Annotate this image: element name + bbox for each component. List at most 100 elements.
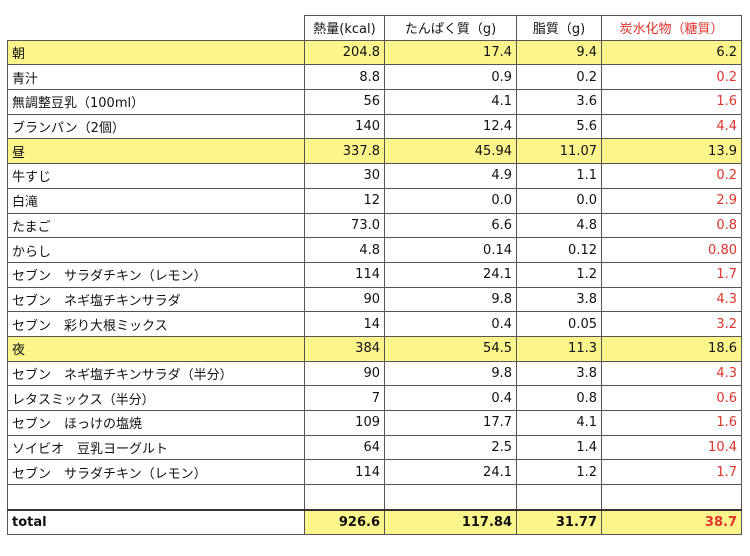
carbs-cell[interactable]: 1.7 [601, 459, 742, 486]
row-label-cell[interactable]: 朝 [7, 39, 305, 66]
row-label-cell[interactable]: 青汁 [7, 64, 305, 91]
carbs-cell[interactable]: 0.8 [601, 212, 742, 239]
calories-cell[interactable]: 109 [304, 410, 385, 436]
row-label-cell[interactable]: セブン ネギ塩チキンサラダ（半分） [7, 360, 305, 387]
protein-cell[interactable]: 12.4 [384, 113, 517, 140]
fat-cell[interactable]: 4.8 [516, 212, 602, 239]
fat-cell[interactable]: 3.8 [516, 360, 602, 387]
row-label-cell[interactable]: 昼 [7, 138, 305, 165]
carbs-cell[interactable]: 0.2 [601, 64, 742, 91]
calories-cell[interactable]: 114 [304, 261, 385, 288]
protein-cell[interactable] [384, 484, 517, 511]
calories-cell[interactable]: 114 [304, 459, 385, 486]
carbs-cell[interactable]: 4.3 [601, 286, 742, 313]
fat-cell[interactable]: 0.0 [516, 187, 602, 214]
fat-cell[interactable]: 1.2 [516, 261, 602, 288]
calories-cell[interactable] [304, 484, 385, 511]
row-label-cell[interactable]: レタスミックス（半分） [7, 385, 305, 411]
row-label-cell[interactable]: 夜 [7, 335, 305, 362]
fat-cell[interactable] [516, 484, 602, 511]
protein-cell[interactable]: 9.8 [384, 286, 517, 313]
row-label-cell[interactable]: セブン 彩り大根ミックス [7, 311, 305, 337]
calories-cell[interactable]: 8.8 [304, 64, 385, 91]
fat-cell[interactable]: 1.1 [516, 163, 602, 189]
calories-cell[interactable]: 30 [304, 163, 385, 189]
carbs-cell[interactable]: 10.4 [601, 434, 742, 461]
carbs-cell[interactable] [601, 484, 742, 511]
carbs-cell[interactable]: 4.4 [601, 113, 742, 140]
carbs-cell[interactable]: 0.2 [601, 163, 742, 189]
row-label-cell[interactable]: ブランパン（2個） [7, 113, 305, 140]
calories-cell[interactable]: 337.8 [304, 138, 385, 165]
fat-cell[interactable]: 11.07 [516, 138, 602, 165]
row-label-cell[interactable]: 無調整豆乳（100ml） [7, 89, 305, 115]
row-label-cell[interactable]: たまご [7, 212, 305, 239]
calories-cell[interactable]: 64 [304, 434, 385, 461]
fat-cell[interactable]: 0.05 [516, 311, 602, 337]
carbs-cell[interactable]: 38.7 [601, 508, 742, 536]
carbs-cell[interactable]: 3.2 [601, 311, 742, 337]
protein-cell[interactable]: 117.84 [384, 508, 517, 536]
row-label-cell[interactable]: 牛すじ [7, 163, 305, 189]
calories-cell[interactable]: 90 [304, 360, 385, 387]
protein-cell[interactable]: 6.6 [384, 212, 517, 239]
calories-cell[interactable]: 926.6 [304, 508, 385, 536]
calories-cell[interactable]: 56 [304, 89, 385, 115]
protein-cell[interactable]: 54.5 [384, 335, 517, 362]
protein-cell[interactable]: 2.5 [384, 434, 517, 461]
carbs-cell[interactable]: 1.7 [601, 261, 742, 288]
carbs-cell[interactable]: 0.6 [601, 385, 742, 411]
calories-cell[interactable]: 90 [304, 286, 385, 313]
fat-cell[interactable]: 11.3 [516, 335, 602, 362]
row-label-cell[interactable]: セブン サラダチキン（レモン） [7, 261, 305, 288]
fat-cell[interactable]: 31.77 [516, 508, 602, 536]
fat-cell[interactable]: 9.4 [516, 39, 602, 66]
calories-cell[interactable]: 7 [304, 385, 385, 411]
protein-cell[interactable]: 9.8 [384, 360, 517, 387]
row-label-cell[interactable]: ソイビオ 豆乳ヨーグルト [7, 434, 305, 461]
fat-cell[interactable]: 1.2 [516, 459, 602, 486]
carbs-cell[interactable]: 0.80 [601, 237, 742, 263]
row-label-cell[interactable]: セブン ネギ塩チキンサラダ [7, 286, 305, 313]
carbs-cell[interactable]: 13.9 [601, 138, 742, 165]
protein-cell[interactable]: 0.4 [384, 385, 517, 411]
carbs-cell[interactable]: 1.6 [601, 410, 742, 436]
protein-cell[interactable]: 17.4 [384, 39, 517, 66]
row-label-cell[interactable]: セブン ほっけの塩焼 [7, 410, 305, 436]
fat-cell[interactable]: 3.8 [516, 286, 602, 313]
protein-cell[interactable]: 4.9 [384, 163, 517, 189]
fat-cell[interactable]: 3.6 [516, 89, 602, 115]
carbs-cell[interactable]: 1.6 [601, 89, 742, 115]
fat-cell[interactable]: 4.1 [516, 410, 602, 436]
protein-cell[interactable]: 17.7 [384, 410, 517, 436]
header-protein[interactable]: たんぱく質（g) [384, 15, 517, 41]
calories-cell[interactable]: 14 [304, 311, 385, 337]
calories-cell[interactable]: 204.8 [304, 39, 385, 66]
row-label-cell[interactable]: total [7, 508, 305, 536]
protein-cell[interactable]: 0.4 [384, 311, 517, 337]
fat-cell[interactable]: 0.2 [516, 64, 602, 91]
fat-cell[interactable]: 0.12 [516, 237, 602, 263]
row-label-cell[interactable]: からし [7, 237, 305, 263]
calories-cell[interactable]: 12 [304, 187, 385, 214]
header-calories[interactable]: 熱量(kcal) [304, 15, 385, 41]
fat-cell[interactable]: 0.8 [516, 385, 602, 411]
protein-cell[interactable]: 24.1 [384, 459, 517, 486]
protein-cell[interactable]: 0.0 [384, 187, 517, 214]
calories-cell[interactable]: 140 [304, 113, 385, 140]
protein-cell[interactable]: 0.14 [384, 237, 517, 263]
protein-cell[interactable]: 24.1 [384, 261, 517, 288]
carbs-cell[interactable]: 6.2 [601, 39, 742, 66]
row-label-cell[interactable]: セブン サラダチキン（レモン） [7, 459, 305, 486]
row-label-cell[interactable] [7, 484, 305, 511]
row-label-cell[interactable]: 白滝 [7, 187, 305, 214]
carbs-cell[interactable]: 4.3 [601, 360, 742, 387]
fat-cell[interactable]: 5.6 [516, 113, 602, 140]
fat-cell[interactable]: 1.4 [516, 434, 602, 461]
protein-cell[interactable]: 45.94 [384, 138, 517, 165]
header-carbs[interactable]: 炭水化物（糖質） [601, 15, 742, 41]
calories-cell[interactable]: 4.8 [304, 237, 385, 263]
carbs-cell[interactable]: 2.9 [601, 187, 742, 214]
carbs-cell[interactable]: 18.6 [601, 335, 742, 362]
header-fat[interactable]: 脂質（g) [516, 15, 602, 41]
